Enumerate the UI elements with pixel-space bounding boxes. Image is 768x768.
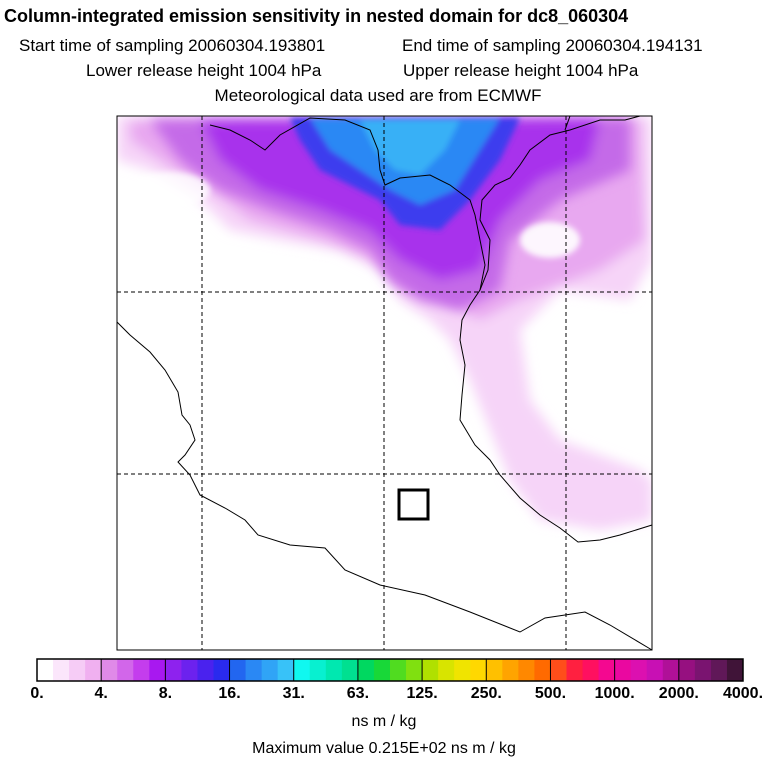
colorbar-swatch (325, 659, 343, 681)
colorbar-swatch (101, 659, 118, 681)
coastline (116, 115, 653, 651)
colorbar-swatch (454, 659, 471, 681)
colorbar-swatch (662, 659, 680, 681)
colorbar-tick-label: 1000. (594, 685, 635, 702)
colorbar-tick-label: 2000. (658, 685, 699, 702)
colorbar-tick-label: 4000. (722, 685, 764, 702)
units-label: ns m / kg (351, 713, 417, 730)
colorbar-swatch (117, 659, 134, 681)
colorbar-swatch (261, 659, 279, 681)
colorbar-tick-label: 16. (218, 685, 241, 702)
colorbar-tick-label: 0. (30, 685, 44, 702)
colorbar-swatch (213, 659, 231, 681)
colorbar-swatch (165, 659, 182, 681)
colorbar-swatch (293, 659, 311, 681)
colorbar-swatch (422, 659, 439, 681)
colorbar-swatch (614, 659, 632, 681)
colorbar-tick-label: 250. (470, 685, 502, 702)
colorbar-swatch (694, 659, 712, 681)
release-box-icon (397, 488, 430, 521)
colorbar-swatch (534, 659, 551, 681)
colorbar-swatch (438, 659, 455, 681)
colorbar-swatch (406, 659, 423, 681)
colorbar-swatch (181, 659, 198, 681)
colorbar-swatch (550, 659, 567, 681)
map-frame (116, 115, 653, 651)
colorbar-swatch (630, 659, 648, 681)
end-time-label: End time of sampling 20060304.194131 (402, 36, 703, 55)
colorbar-swatch (149, 659, 166, 681)
colorbar-swatch (37, 659, 54, 681)
colorbar-swatch (357, 659, 375, 681)
met-data-label: Meteorological data used are from ECMWF (214, 86, 542, 105)
colorbar-swatch (646, 659, 664, 681)
colorbar-swatch (598, 659, 616, 681)
colorbar-swatch (197, 659, 214, 681)
colorbar (36, 658, 744, 682)
colorbar-tick-label: 63. (346, 685, 370, 702)
start-time-label: Start time of sampling 20060304.193801 (19, 36, 326, 55)
colorbar-swatch (582, 659, 600, 681)
colorbar-swatch (229, 659, 247, 681)
colorbar-swatch (726, 659, 744, 681)
max-value-label: Maximum value 0.215E+02 ns m / kg (252, 740, 516, 757)
colorbar-swatch (53, 659, 70, 681)
colorbar-swatch (309, 659, 327, 681)
grid-lines (117, 116, 652, 650)
colorbar-tick-label: 31. (282, 685, 305, 702)
colorbar-swatch (710, 659, 728, 681)
colorbar-tick-label: 500. (534, 685, 567, 702)
colorbar-tick-label: 125. (406, 685, 438, 702)
colorbar-swatch (470, 659, 487, 681)
colorbar-swatch (245, 659, 263, 681)
lower-height-label: Lower release height 1004 hPa (86, 61, 322, 80)
colorbar-swatch (678, 659, 696, 681)
colorbar-tick-label: 8. (158, 685, 173, 702)
upper-height-label: Upper release height 1004 hPa (403, 61, 639, 80)
colorbar-swatch (277, 659, 295, 681)
colorbar-swatch (390, 659, 407, 681)
colorbar-swatch (133, 659, 150, 681)
colorbar-swatch (486, 659, 503, 681)
colorbar-swatch (341, 659, 359, 681)
sensitivity-field (117, 116, 652, 530)
colorbar-swatch (69, 659, 86, 681)
plot-title: Column-integrated emission sensitivity i… (4, 6, 629, 26)
colorbar-swatch (373, 659, 391, 681)
colorbar-swatch (566, 659, 584, 681)
colorbar-swatch (502, 659, 519, 681)
colorbar-frame (36, 658, 744, 682)
colorbar-tick-label: 4. (94, 685, 108, 702)
colorbar-swatch (85, 659, 102, 681)
colorbar-swatch (518, 659, 535, 681)
